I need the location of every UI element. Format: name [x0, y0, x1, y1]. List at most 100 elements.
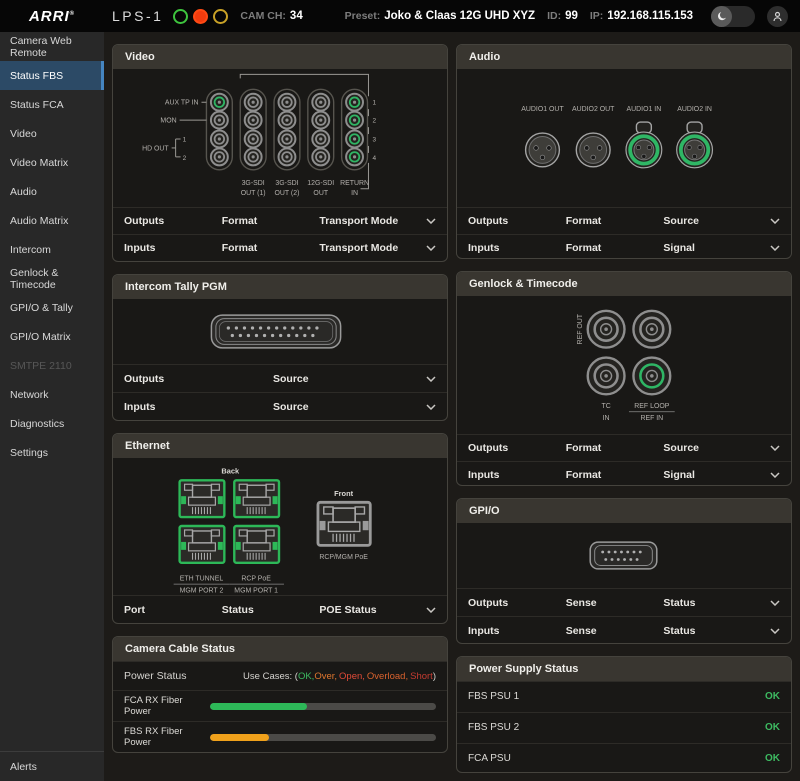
sidebar-item-status-fca[interactable]: Status FCA [0, 90, 104, 119]
sidebar-footer: Alerts [0, 751, 104, 781]
label-ref-loop: REF LOOP [634, 403, 669, 410]
moon-icon [716, 10, 728, 22]
sidebar-item-diagnostics[interactable]: Diagnostics [0, 409, 104, 438]
ethernet-ports-diagram: Back Front RCP/MGM PoE ETH TUNNEL MGM PO… [113, 458, 447, 595]
row-label: Outputs [124, 215, 222, 227]
panel-audio: Audio [456, 44, 792, 259]
chevron-down-icon [770, 600, 780, 606]
sidebar-item-video-matrix[interactable]: Video Matrix [0, 148, 104, 177]
label-hd-2: 2 [183, 155, 187, 162]
sidebar-item-gpio-matrix[interactable]: GPI/O Matrix [0, 322, 104, 351]
gpio-outputs-row[interactable]: Outputs Sense Status [457, 588, 791, 616]
top-bar: ARRI® LPS-1 CAM CH: 34 Preset: Joko & Cl… [0, 0, 800, 32]
psu-row-fbs-2: FBS PSU 2 OK [457, 712, 791, 743]
user-button[interactable] [767, 6, 788, 27]
audio-outputs-row[interactable]: Outputs Format Source [457, 207, 791, 234]
use-case-over: Over, [314, 671, 337, 682]
label-hd-1: 1 [183, 136, 187, 143]
panel-header-audio: Audio [457, 45, 791, 69]
row-col: Transport Mode [319, 215, 422, 227]
sidebar-item-video[interactable]: Video [0, 119, 104, 148]
sidebar-item-gpio-tally[interactable]: GPI/O & Tally [0, 293, 104, 322]
video-connectors-diagram: AUX TP IN MON HD OUT 1 2 1 2 3 4 3G-SDI … [113, 69, 447, 207]
intercom-inputs-row[interactable]: Inputs Source [113, 392, 447, 420]
label-audio1-in: AUDIO1 IN [627, 106, 662, 113]
id-label: ID: [547, 10, 561, 22]
use-case-open: Open, [339, 671, 365, 682]
device-id: ID: 99 [547, 10, 578, 22]
psu-label: FBS PSU 1 [468, 691, 519, 702]
genlock-outputs-row[interactable]: Outputs Format Source [457, 434, 791, 461]
chevron-down-icon [426, 218, 436, 224]
label-audio2-out: AUDIO2 OUT [572, 106, 615, 113]
sidebar-item-status-fbs[interactable]: Status FBS [0, 61, 104, 90]
status-lights [173, 9, 228, 24]
sidebar-item-network[interactable]: Network [0, 380, 104, 409]
chevron-down-icon [770, 445, 780, 451]
registered-mark: ® [70, 11, 75, 17]
preset-info: Preset: Joko & Claas 12G UHD XYZ [345, 10, 535, 22]
sidebar-item-audio-matrix[interactable]: Audio Matrix [0, 206, 104, 235]
video-inputs-row[interactable]: Inputs Format Transport Mode [113, 234, 447, 261]
use-case-short: Short [410, 671, 433, 682]
row-col: Format [222, 215, 320, 227]
row-col: Source [273, 401, 422, 413]
label-rcp-poe: RCP PoE [241, 576, 271, 583]
label-eth-tunnel: ETH TUNNEL [180, 576, 224, 583]
use-cases-prefix: Use Cases: ( [243, 671, 298, 682]
sidebar-item-genlock-timecode[interactable]: Genlock & Timecode [0, 264, 104, 293]
power-status-label: Power Status [124, 670, 186, 682]
row-label: Inputs [468, 469, 566, 481]
ethernet-port-row[interactable]: Port Status POE Status [113, 595, 447, 623]
label-mon: MON [160, 118, 176, 125]
fbs-rx-fiber-power-track [210, 734, 436, 741]
intercom-outputs-row[interactable]: Outputs Source [113, 364, 447, 392]
db25-connector-diagram [113, 299, 447, 364]
label-aux-tp-in: AUX TP IN [165, 100, 199, 107]
row-col: Source [663, 215, 766, 227]
theme-toggle-knob [711, 6, 732, 27]
main-content: Video [104, 32, 800, 781]
label-3gsdi-out1-a: 3G-SDI [242, 180, 265, 187]
sidebar-item-alerts[interactable]: Alerts [0, 752, 104, 781]
panel-gpio: GPI/O Outputs Sense Status Inputs Sense … [456, 498, 792, 643]
row-label: Inputs [468, 242, 566, 254]
sidebar-item-smtpe-2110: SMTPE 2110 [0, 351, 104, 380]
audio-inputs-row[interactable]: Inputs Format Signal [457, 234, 791, 259]
sidebar-item-intercom[interactable]: Intercom [0, 235, 104, 264]
label-return-in-b: IN [351, 190, 358, 197]
chevron-down-icon [770, 218, 780, 224]
panel-video: Video [112, 44, 448, 262]
arri-logo: ARRI® [0, 9, 104, 24]
chevron-down-icon [426, 607, 436, 613]
audio-connectors-diagram: AUDIO1 OUT AUDIO2 OUT AUDIO1 IN AUDIO2 I… [457, 69, 791, 207]
power-status-row: Power Status Use Cases: (OK,Over,Open,Ov… [113, 661, 447, 690]
use-case-ok: OK, [298, 671, 314, 682]
panel-ethernet: Ethernet Back [112, 433, 448, 624]
video-outputs-row[interactable]: Outputs Format Transport Mode [113, 207, 447, 234]
sidebar-item-camera-web-remote[interactable]: Camera Web Remote [0, 32, 104, 61]
label-3gsdi-out1-b: OUT (1) [241, 190, 266, 197]
fca-rx-fiber-power-fill [210, 703, 307, 710]
row-label: Outputs [468, 597, 566, 609]
label-front: Front [334, 489, 354, 498]
row-label: Inputs [124, 401, 273, 413]
gpio-inputs-row[interactable]: Inputs Sense Status [457, 616, 791, 643]
genlock-inputs-row[interactable]: Inputs Format Signal [457, 461, 791, 486]
status-light-green [173, 9, 188, 24]
row-col: Status [663, 597, 766, 609]
sidebar-item-audio[interactable]: Audio [0, 177, 104, 206]
fca-rx-fiber-power-row: FCA RX Fiber Power [113, 690, 447, 721]
row-label: Outputs [124, 373, 273, 385]
theme-toggle[interactable] [711, 6, 755, 27]
row-col: Format [566, 242, 664, 254]
status-badge: OK [765, 722, 780, 733]
cam-channel-value: 34 [290, 10, 303, 22]
panel-header-power-supply: Power Supply Status [457, 657, 791, 681]
brand-text: ARRI [29, 8, 70, 25]
panel-header-ethernet: Ethernet [113, 434, 447, 458]
row-label: Inputs [468, 625, 566, 637]
sidebar-item-settings[interactable]: Settings [0, 438, 104, 467]
label-ref-out: REF OUT [577, 313, 584, 344]
panel-header-gpio: GPI/O [457, 499, 791, 523]
